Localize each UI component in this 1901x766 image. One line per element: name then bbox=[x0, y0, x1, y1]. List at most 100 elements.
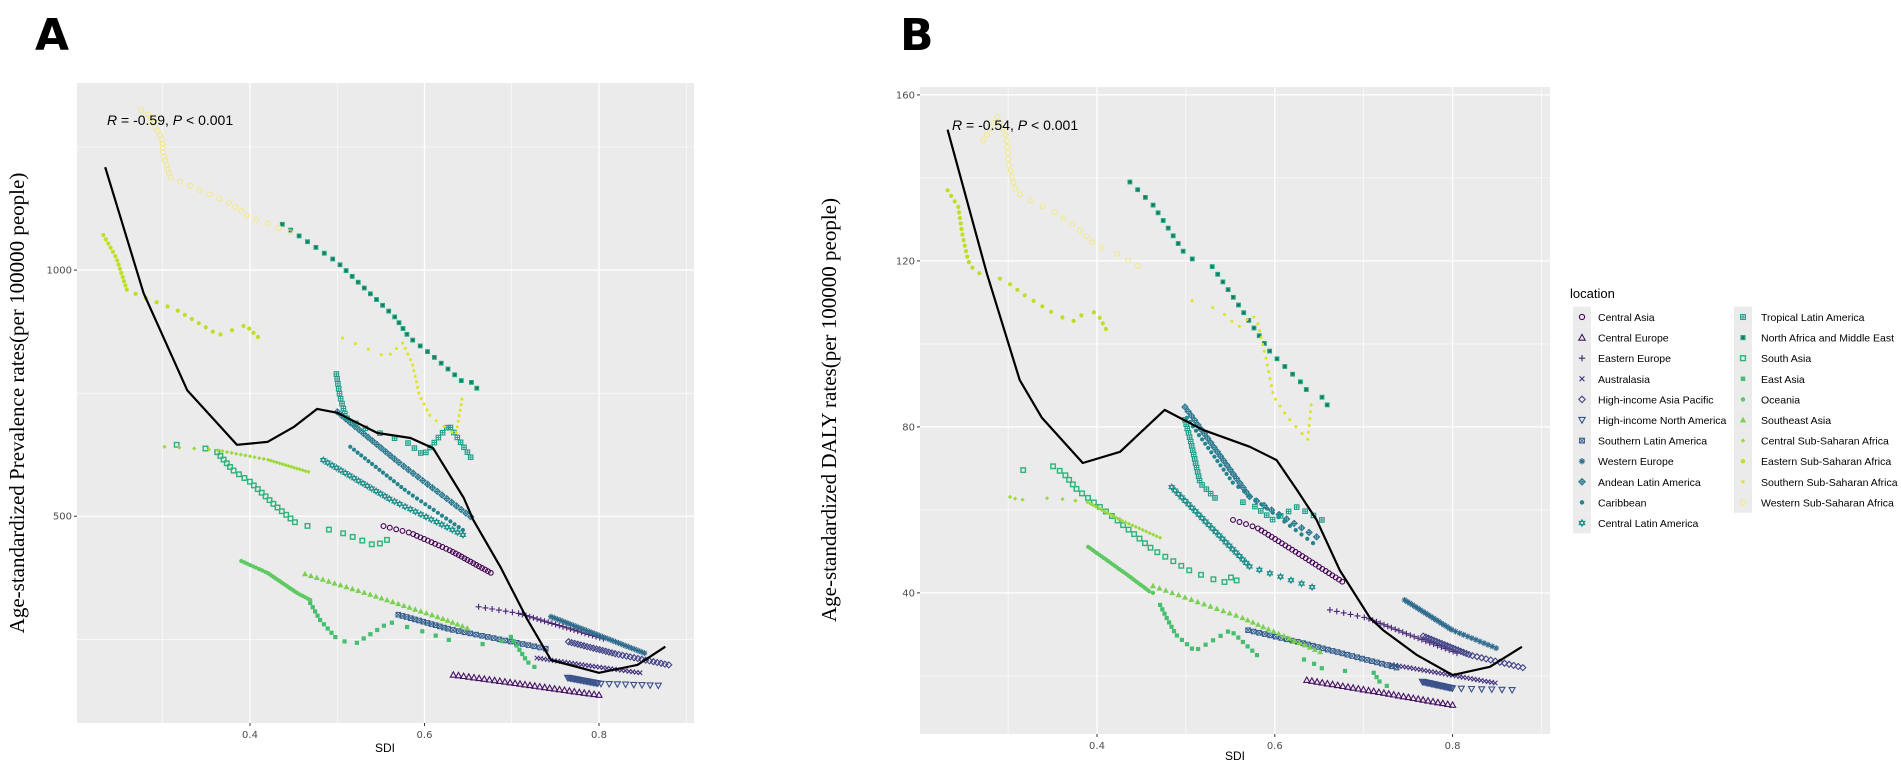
data-point bbox=[215, 448, 220, 453]
data-point bbox=[396, 499, 404, 509]
data-point bbox=[1245, 644, 1250, 649]
data-point bbox=[449, 548, 456, 555]
data-point bbox=[117, 266, 122, 271]
data-point bbox=[1255, 565, 1263, 574]
data-point bbox=[1210, 443, 1218, 452]
data-point bbox=[499, 638, 504, 644]
series-oceania bbox=[1086, 544, 1156, 595]
data-point bbox=[1199, 482, 1205, 488]
data-point bbox=[439, 513, 445, 518]
data-point bbox=[340, 530, 347, 537]
data-point bbox=[165, 304, 170, 309]
data-point bbox=[376, 540, 383, 547]
data-point bbox=[452, 502, 461, 510]
data-point bbox=[1224, 471, 1229, 476]
data-point bbox=[159, 140, 166, 147]
data-point bbox=[304, 522, 311, 529]
data-point bbox=[509, 609, 516, 616]
data-point bbox=[1127, 179, 1133, 185]
data-point bbox=[368, 632, 373, 637]
data-point bbox=[500, 677, 509, 685]
data-point bbox=[1508, 687, 1517, 695]
data-point bbox=[1005, 155, 1012, 162]
data-point bbox=[489, 606, 496, 612]
legend-key-plus-icon bbox=[1578, 355, 1586, 362]
data-point bbox=[274, 504, 281, 511]
data-point bbox=[459, 403, 463, 407]
data-point bbox=[355, 450, 360, 455]
data-point bbox=[526, 660, 531, 665]
data-point bbox=[182, 312, 187, 317]
data-point bbox=[484, 634, 491, 640]
legend-key-square-plus-icon bbox=[1740, 314, 1746, 320]
data-point bbox=[1395, 627, 1402, 634]
data-point bbox=[305, 239, 310, 245]
series-east-asia bbox=[1158, 602, 1389, 688]
data-point bbox=[380, 302, 385, 308]
data-point bbox=[612, 638, 619, 645]
data-point bbox=[1230, 319, 1234, 323]
data-point bbox=[428, 484, 437, 492]
data-point bbox=[1384, 689, 1393, 697]
data-point bbox=[230, 467, 237, 474]
data-point bbox=[1473, 652, 1481, 661]
data-point bbox=[990, 119, 997, 126]
data-point bbox=[622, 642, 629, 649]
data-point bbox=[962, 243, 967, 248]
data-point bbox=[1252, 315, 1256, 319]
data-point bbox=[459, 530, 467, 539]
data-point bbox=[545, 619, 552, 626]
data-point bbox=[404, 465, 413, 474]
data-point bbox=[1240, 499, 1246, 506]
data-point bbox=[405, 440, 411, 446]
data-point bbox=[957, 215, 962, 221]
data-point bbox=[448, 525, 456, 534]
data-point bbox=[1298, 579, 1306, 588]
data-point bbox=[1077, 227, 1083, 234]
data-point bbox=[196, 187, 203, 194]
data-point bbox=[1237, 324, 1241, 328]
data-point bbox=[252, 455, 257, 460]
data-point bbox=[458, 408, 462, 412]
legend-key-star-david-icon bbox=[1578, 518, 1586, 528]
data-point bbox=[480, 674, 489, 682]
data-point bbox=[1509, 661, 1518, 670]
data-point bbox=[261, 456, 266, 461]
data-point bbox=[1150, 590, 1156, 595]
data-point bbox=[250, 482, 257, 489]
data-point bbox=[1364, 686, 1373, 694]
data-point bbox=[1399, 629, 1406, 636]
data-point bbox=[361, 589, 368, 595]
data-point bbox=[1430, 615, 1437, 622]
data-point bbox=[1190, 416, 1199, 425]
data-point bbox=[1310, 541, 1316, 546]
data-point bbox=[1268, 377, 1272, 381]
data-point bbox=[997, 120, 1004, 126]
data-point bbox=[409, 358, 413, 362]
data-point bbox=[1318, 678, 1327, 686]
legend-key-circle-open-icon bbox=[1578, 313, 1586, 321]
data-point bbox=[621, 681, 630, 689]
data-point bbox=[1489, 643, 1496, 650]
data-point bbox=[1282, 364, 1288, 369]
data-point bbox=[342, 639, 347, 644]
data-point bbox=[1270, 510, 1275, 515]
data-point bbox=[1207, 439, 1215, 447]
data-point bbox=[1420, 608, 1426, 615]
data-point bbox=[470, 673, 478, 681]
data-point bbox=[516, 679, 524, 687]
data-point bbox=[1236, 302, 1241, 308]
data-point bbox=[1438, 699, 1447, 707]
data-point bbox=[278, 508, 285, 515]
data-point bbox=[1294, 425, 1298, 429]
data-point bbox=[1307, 676, 1316, 684]
p-value: < 0.001 bbox=[1027, 117, 1078, 133]
data-point bbox=[1261, 342, 1265, 346]
data-point bbox=[1060, 315, 1065, 320]
data-point bbox=[1354, 612, 1361, 619]
data-point bbox=[425, 349, 430, 354]
data-point bbox=[550, 684, 559, 692]
data-point bbox=[525, 681, 534, 689]
data-point bbox=[1305, 536, 1310, 541]
data-point bbox=[1287, 576, 1295, 585]
